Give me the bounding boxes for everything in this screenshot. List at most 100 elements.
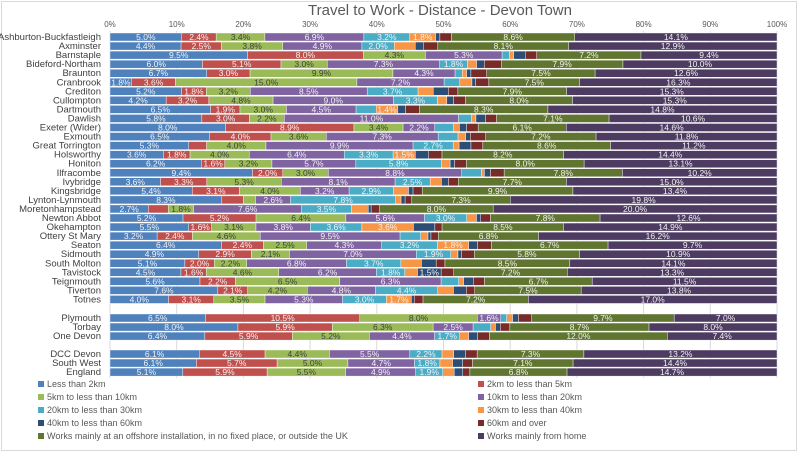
category-label: Newton Abbot xyxy=(42,213,102,224)
data-label: 2.1% xyxy=(223,285,243,295)
bar-segment xyxy=(458,277,464,286)
category-label: Cranbrook xyxy=(57,77,102,88)
legend-label: 5km to less than 10km xyxy=(47,392,137,402)
legend-swatch xyxy=(478,381,484,387)
data-label: 5.3% xyxy=(140,141,160,151)
data-label: 3.7% xyxy=(364,258,384,268)
data-label: 7.2% xyxy=(501,267,521,277)
bar-segment xyxy=(453,96,466,105)
data-label: 10.9% xyxy=(666,249,691,259)
category-label: Exmouth xyxy=(64,132,102,143)
bar-segment xyxy=(492,204,778,214)
bar-segment xyxy=(591,277,778,286)
bar-segment xyxy=(465,349,478,359)
data-label: 4.2% xyxy=(128,95,148,105)
bar-segment xyxy=(472,322,491,332)
bar-segment xyxy=(622,168,778,177)
legend: Less than 2km 2km to less than 5km 5km to … xyxy=(38,379,586,441)
bar-segment xyxy=(440,277,459,286)
bar-segment xyxy=(221,195,244,205)
bar-segment xyxy=(461,168,482,177)
data-label: 6.0% xyxy=(147,59,167,69)
bar-segment xyxy=(468,240,478,250)
data-label: 6.7% xyxy=(149,68,169,78)
data-label: 8.5% xyxy=(299,86,319,96)
bar-segment xyxy=(405,105,420,114)
bar-segment xyxy=(439,358,453,368)
bar-segment xyxy=(572,358,778,368)
data-label: 9.5% xyxy=(320,231,340,241)
data-label: 9.7% xyxy=(683,240,703,250)
data-label: 2.4% xyxy=(165,231,185,241)
bar-segment xyxy=(563,222,778,232)
category-label: Barnstaple xyxy=(56,50,101,61)
category-label: Exeter (Wider) xyxy=(40,123,101,134)
bar-segment xyxy=(428,150,443,159)
bar-segment xyxy=(583,159,778,168)
x-tick-label: 90% xyxy=(702,20,718,29)
bar-segment xyxy=(500,322,511,332)
x-tick-label: 80% xyxy=(636,20,652,29)
data-label: 4.6% xyxy=(233,267,253,277)
bar-segment xyxy=(518,313,532,323)
data-label: 5.6% xyxy=(376,213,396,223)
legend-swatch xyxy=(38,394,44,400)
bar-segment xyxy=(452,141,460,150)
data-label: 1.6% xyxy=(190,222,210,232)
data-label: 7.9% xyxy=(503,86,523,96)
data-label: 6.1% xyxy=(145,349,165,359)
data-label: 3.6% xyxy=(326,222,346,232)
bar-segment xyxy=(495,322,501,332)
data-label: 3.6% xyxy=(126,177,146,187)
bar-segment xyxy=(500,313,507,323)
data-label: 1.7% xyxy=(438,331,458,341)
bar-segment xyxy=(351,204,369,214)
bar-segment xyxy=(370,204,380,214)
data-label: 3.6% xyxy=(378,222,398,232)
bar-segment xyxy=(468,331,478,341)
bar-segment xyxy=(454,68,463,78)
data-label: 2.5% xyxy=(443,322,463,332)
bar-segment xyxy=(484,59,502,69)
data-label: 6.3% xyxy=(373,322,393,332)
data-label: 9.9% xyxy=(330,141,350,151)
data-label: 8.0% xyxy=(296,50,316,60)
data-label: 3.0% xyxy=(355,294,375,304)
category-label: Seaton xyxy=(71,240,101,251)
bar-segment xyxy=(466,68,472,78)
bar-segment xyxy=(673,313,778,323)
data-label: 7.8% xyxy=(536,213,556,223)
legend-swatch xyxy=(478,433,484,439)
data-label: 14.1% xyxy=(664,32,689,42)
category-label: South West xyxy=(52,358,101,369)
category-label: Dawlish xyxy=(68,113,101,124)
bar-segment xyxy=(566,87,778,96)
data-label: 16.2% xyxy=(646,231,671,241)
data-label: 2.7% xyxy=(119,204,139,214)
data-label: 6.5% xyxy=(150,132,170,142)
category-label: Kingsbridge xyxy=(51,186,101,197)
bar-segment xyxy=(454,159,467,168)
data-label: 4.4% xyxy=(392,331,412,341)
data-label: 2.2% xyxy=(208,276,228,286)
data-label: 5.9% xyxy=(239,331,259,341)
data-label: 2.5% xyxy=(403,177,423,187)
data-label: 5.5% xyxy=(360,349,380,359)
bar-segment xyxy=(470,141,484,150)
data-label: 1.8% xyxy=(443,240,463,250)
data-label: 6.9% xyxy=(305,32,325,42)
data-label: 4.9% xyxy=(313,41,333,51)
bar-segment xyxy=(470,132,486,141)
data-label: 8.3% xyxy=(156,195,176,205)
bar-segment xyxy=(448,87,459,96)
data-label: 6.3% xyxy=(381,276,401,286)
category-label: DCC Devon xyxy=(50,349,101,360)
bar-segment xyxy=(471,114,477,123)
x-tick-label: 40% xyxy=(369,20,385,29)
bar-segment xyxy=(408,186,414,196)
bar-segment xyxy=(513,50,526,60)
bar-segment xyxy=(404,195,413,205)
bar-segment xyxy=(434,123,454,132)
category-label: Braunton xyxy=(62,68,101,79)
data-label: 5.5% xyxy=(297,367,317,377)
